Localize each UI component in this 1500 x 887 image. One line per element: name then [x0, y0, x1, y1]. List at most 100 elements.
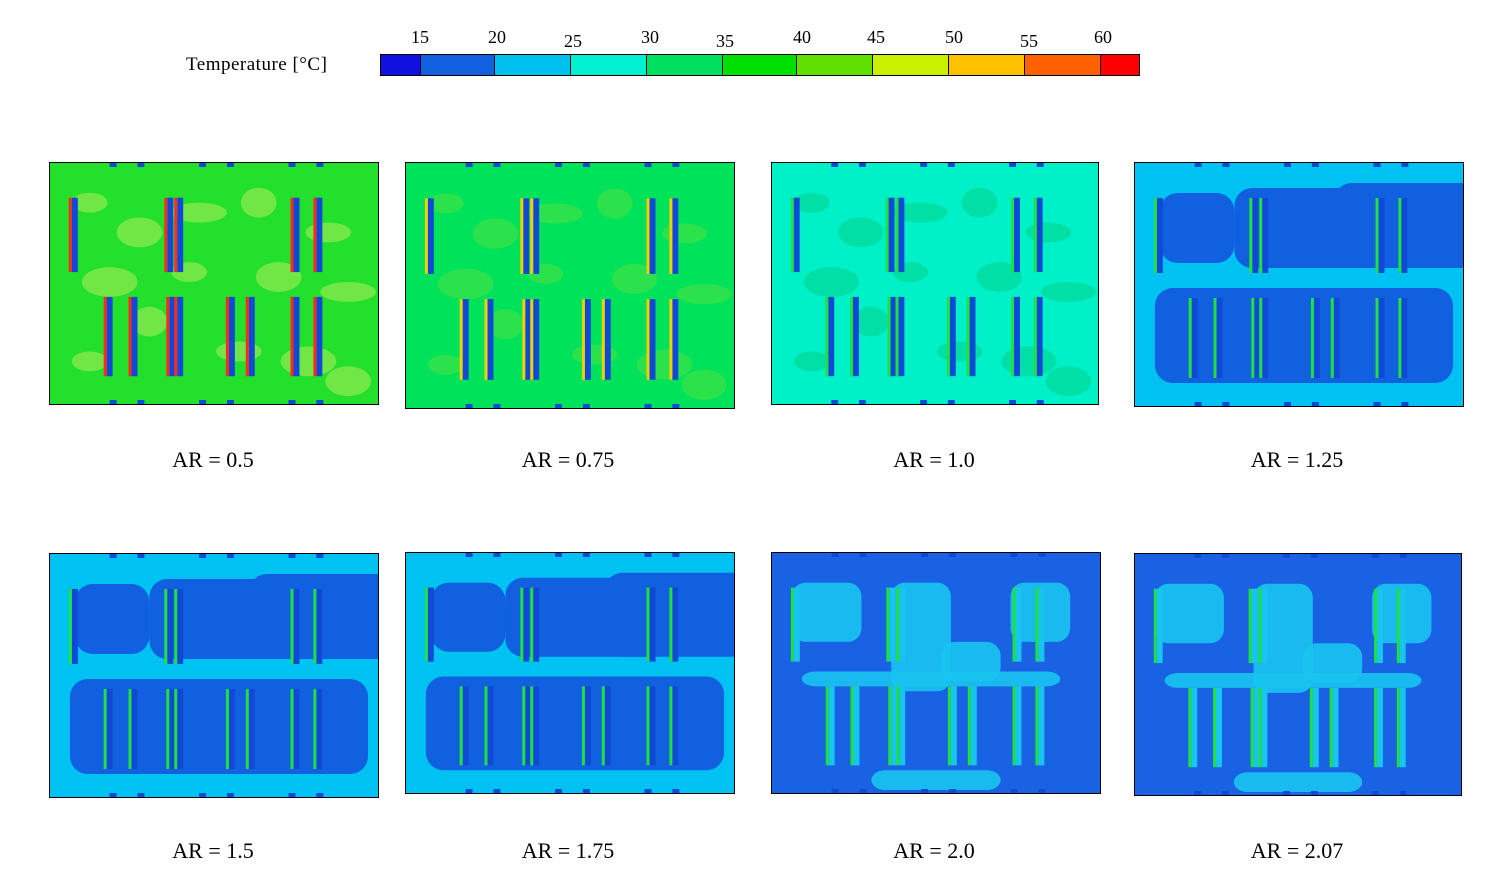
contour-plot	[406, 553, 734, 793]
vent	[288, 163, 296, 167]
vent	[555, 163, 563, 168]
contour-region	[1040, 282, 1097, 302]
rack-bar	[853, 686, 860, 766]
hot-stripe	[290, 589, 294, 664]
rack-bar	[1216, 298, 1223, 378]
vent	[199, 793, 207, 797]
hot-stripe	[1329, 687, 1333, 768]
hot-stripe	[1035, 587, 1039, 662]
contour-region	[853, 306, 889, 337]
contour-region	[325, 366, 372, 397]
hot-stripe	[166, 689, 170, 769]
rack-bar	[970, 686, 977, 766]
hot-stripe	[946, 296, 950, 377]
contour-region	[527, 203, 583, 224]
rack-bar	[293, 197, 300, 273]
rack-bar	[672, 299, 679, 380]
vent	[672, 553, 680, 557]
rack-bar	[1378, 298, 1385, 378]
vent	[1222, 163, 1230, 167]
rack-bar	[649, 198, 656, 274]
hot-stripe	[887, 296, 891, 377]
rack-bar	[899, 587, 906, 662]
colorbar-tick-label: 40	[793, 27, 811, 47]
vent	[493, 789, 501, 793]
hot-stripe	[669, 198, 673, 274]
contour-plot	[50, 554, 378, 797]
rack-bar	[1038, 587, 1045, 662]
hot-stripe	[1258, 687, 1262, 768]
contour-region	[791, 582, 862, 642]
hot-stripe	[850, 296, 854, 377]
rack-bar	[316, 689, 323, 769]
hot-stripe	[225, 689, 229, 769]
hot-stripe	[128, 296, 132, 377]
hot-stripe	[1249, 198, 1253, 273]
vent	[1311, 163, 1319, 167]
hot-stripe	[424, 198, 428, 274]
rack-bar	[533, 299, 540, 380]
contour-region	[976, 262, 1022, 292]
vent	[831, 553, 839, 557]
hot-stripe	[174, 296, 178, 377]
hot-stripe	[885, 197, 889, 273]
hot-stripe	[1033, 197, 1037, 273]
rack-bar	[888, 197, 895, 273]
legend-title: Temperature [°C]	[186, 54, 328, 75]
rack-bar	[106, 689, 113, 769]
colorbar-swatch	[797, 55, 873, 75]
hot-stripe	[1012, 686, 1016, 766]
rack-bar	[1261, 588, 1268, 664]
colorbar-swatch	[571, 55, 647, 75]
vent	[672, 163, 680, 168]
vent	[947, 400, 955, 404]
rack-bar	[828, 296, 835, 377]
rack-bar	[1254, 298, 1261, 378]
rack-bar	[1253, 687, 1260, 768]
colorbar-swatch	[949, 55, 1025, 75]
hot-stripe	[1248, 588, 1252, 664]
rack-bar	[828, 686, 835, 766]
rack-bar	[131, 689, 138, 769]
contour-region	[71, 351, 108, 372]
temperature-contour-panel	[1134, 162, 1464, 407]
hot-stripe	[886, 587, 890, 662]
vent	[921, 789, 929, 793]
vent	[465, 553, 473, 557]
rack-bar	[1377, 588, 1383, 664]
contour-region	[604, 572, 734, 657]
hot-stripe	[290, 296, 294, 377]
rack-bar	[533, 198, 540, 274]
hot-stripe	[947, 686, 951, 766]
rack-bar	[1036, 197, 1043, 273]
rack-bar	[1191, 298, 1198, 378]
contour-region	[116, 217, 163, 248]
contour-region	[320, 282, 377, 302]
hot-stripe	[459, 299, 463, 380]
colorbar-swatch	[647, 55, 723, 75]
vent	[493, 403, 501, 408]
vent	[1284, 402, 1292, 406]
contour-plot	[406, 163, 734, 408]
temperature-contour-panel	[49, 553, 379, 798]
hot-stripe	[669, 686, 673, 766]
rack-bar	[167, 197, 174, 273]
vent	[493, 163, 501, 168]
rack-bar	[950, 686, 957, 766]
contour-plot	[772, 553, 1100, 793]
rack-bar	[1156, 588, 1163, 664]
vent	[226, 400, 234, 404]
rack-bar	[1014, 197, 1020, 273]
contour-region	[936, 341, 983, 362]
rack-bar	[177, 689, 184, 769]
colorbar-tick-label: 15	[411, 27, 429, 47]
rack-bar	[1378, 198, 1385, 273]
rack-bar	[1252, 198, 1259, 273]
vent	[858, 163, 866, 167]
hot-stripe	[459, 686, 463, 766]
hot-stripe	[174, 589, 178, 664]
vent	[199, 163, 207, 167]
vent	[644, 163, 652, 168]
hot-stripe	[850, 686, 854, 766]
rack-bar	[1216, 687, 1222, 768]
